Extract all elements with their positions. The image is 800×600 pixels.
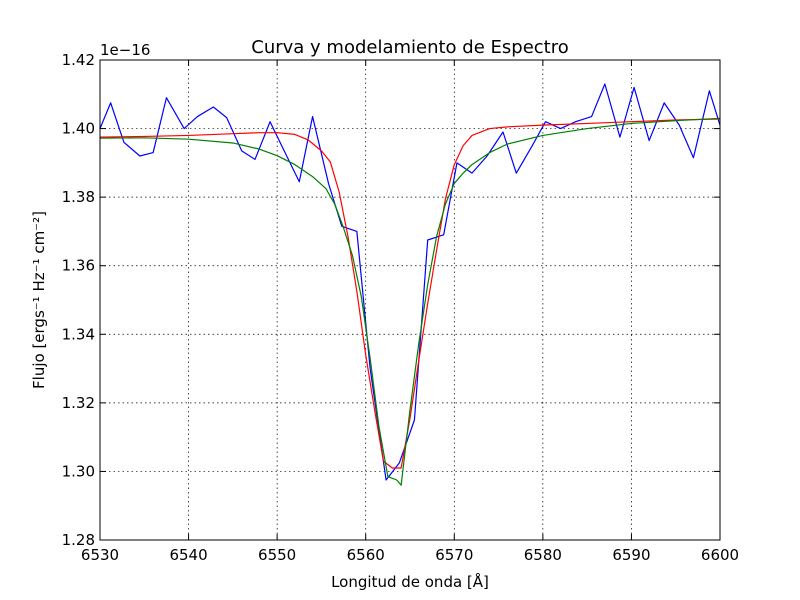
series-line-1 [99, 83, 721, 481]
series-line-3 [99, 117, 721, 486]
x-tick-label: 6600 [701, 546, 739, 564]
x-tick-label: 6550 [258, 546, 296, 564]
y-tick-label: 1.36 [62, 257, 95, 275]
plot-frame [99, 59, 721, 541]
y-offset-label: 1e−16 [100, 41, 150, 59]
y-tick-label: 1.42 [62, 51, 95, 69]
x-tick-label: 6530 [81, 546, 119, 564]
y-tick-label: 1.38 [62, 188, 95, 206]
y-tick-label: 1.34 [62, 325, 95, 343]
series-layer [99, 83, 721, 486]
series-line-2 [99, 118, 721, 469]
y-tick-label: 1.32 [62, 394, 95, 412]
x-tick-label: 6580 [524, 546, 562, 564]
y-axis-label: Flujo [ergs⁻¹ Hz⁻¹ cm⁻²] [30, 211, 48, 389]
chart-title: Curva y modelamiento de Espectro [251, 37, 569, 58]
x-axis-label: Longitud de onda [Å] [331, 572, 489, 591]
ticks [99, 59, 721, 541]
x-tick-label: 6570 [435, 546, 473, 564]
tick-labels: 6530 6540 6550 6560 6570 6580 6590 6600 1.28 1.30… [62, 51, 740, 564]
y-tick-label: 1.28 [62, 531, 95, 549]
x-tick-label: 6540 [169, 546, 207, 564]
x-tick-label: 6590 [612, 546, 650, 564]
y-tick-label: 1.30 [62, 462, 95, 480]
x-tick-label: 6560 [347, 546, 385, 564]
y-tick-label: 1.40 [62, 120, 95, 138]
